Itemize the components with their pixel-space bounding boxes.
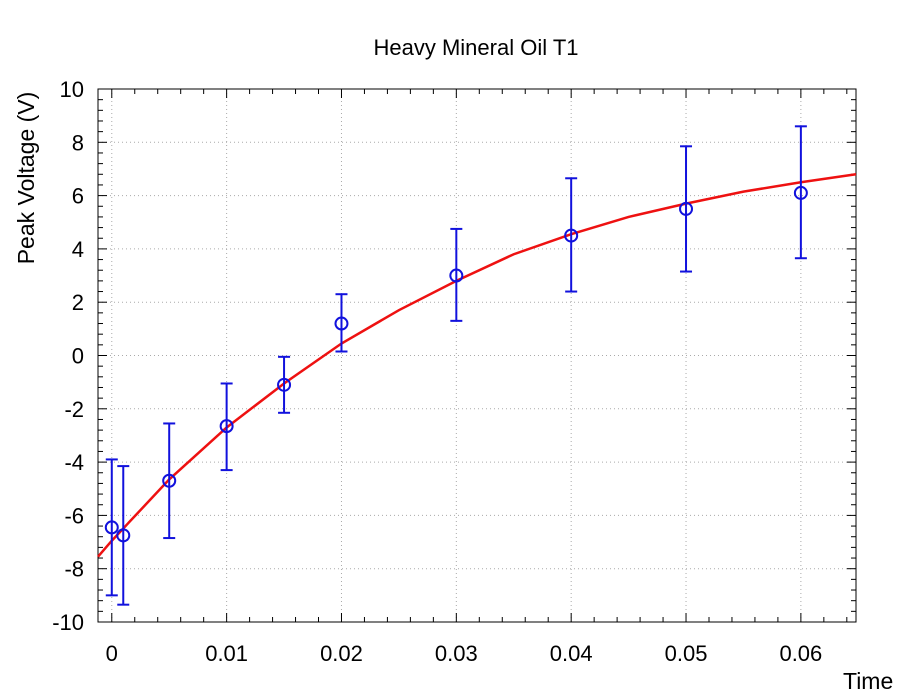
fit-curve-layer [97, 173, 857, 558]
data-point [564, 177, 579, 293]
y-tick-label: -10 [52, 610, 84, 635]
data-point [679, 145, 694, 273]
plot-frame [97, 88, 857, 623]
y-tick-label: 4 [72, 237, 84, 262]
x-tick-labels: 0 0.01 0.02 0.03 0.04 0.05 0.06 [106, 641, 823, 666]
y-tick-label: -6 [64, 503, 84, 528]
x-tick-label: 0.01 [205, 641, 248, 666]
data-marker [277, 377, 292, 392]
data-points-layer [104, 125, 808, 606]
y-tick-label: -4 [64, 450, 84, 475]
data-marker [793, 185, 808, 200]
data-point [449, 227, 464, 322]
grid [98, 89, 856, 622]
chart-title: Heavy Mineral Oil T1 [374, 35, 579, 60]
data-marker [162, 473, 177, 488]
data-marker [104, 520, 119, 535]
data-marker [679, 201, 694, 216]
data-point [162, 422, 177, 540]
data-marker [564, 228, 579, 243]
y-axis-label: Peak Voltage (V) [13, 92, 39, 265]
x-tick-label: 0.02 [320, 641, 363, 666]
y-tick-label: 6 [72, 184, 84, 209]
data-point [116, 465, 131, 606]
y-tick-label: 10 [60, 77, 84, 102]
x-tick-label: 0.04 [550, 641, 593, 666]
data-point [277, 355, 292, 414]
y-tick-label: 2 [72, 290, 84, 315]
data-marker [334, 316, 349, 331]
y-tick-label: -2 [64, 397, 84, 422]
x-tick-label: 0.05 [665, 641, 708, 666]
y-tick-labels: -10 -8 -6 -4 -2 0 2 4 6 8 10 [52, 77, 84, 635]
data-marker [116, 528, 131, 543]
x-tick-label: 0.03 [435, 641, 478, 666]
x-axis-label: Time [843, 668, 893, 694]
y-tick-label: 0 [72, 344, 84, 369]
y-tick-label: 8 [72, 130, 84, 155]
x-tick-label: 0.06 [779, 641, 822, 666]
fit-curve [97, 173, 857, 558]
data-point [104, 458, 119, 597]
x-tick-label: 0 [106, 641, 118, 666]
y-tick-label: -8 [64, 557, 84, 582]
data-marker [449, 268, 464, 283]
data-point [334, 293, 349, 353]
data-marker [219, 419, 234, 434]
data-point [219, 382, 234, 472]
minor-ticks [98, 89, 856, 622]
data-point [793, 125, 808, 260]
